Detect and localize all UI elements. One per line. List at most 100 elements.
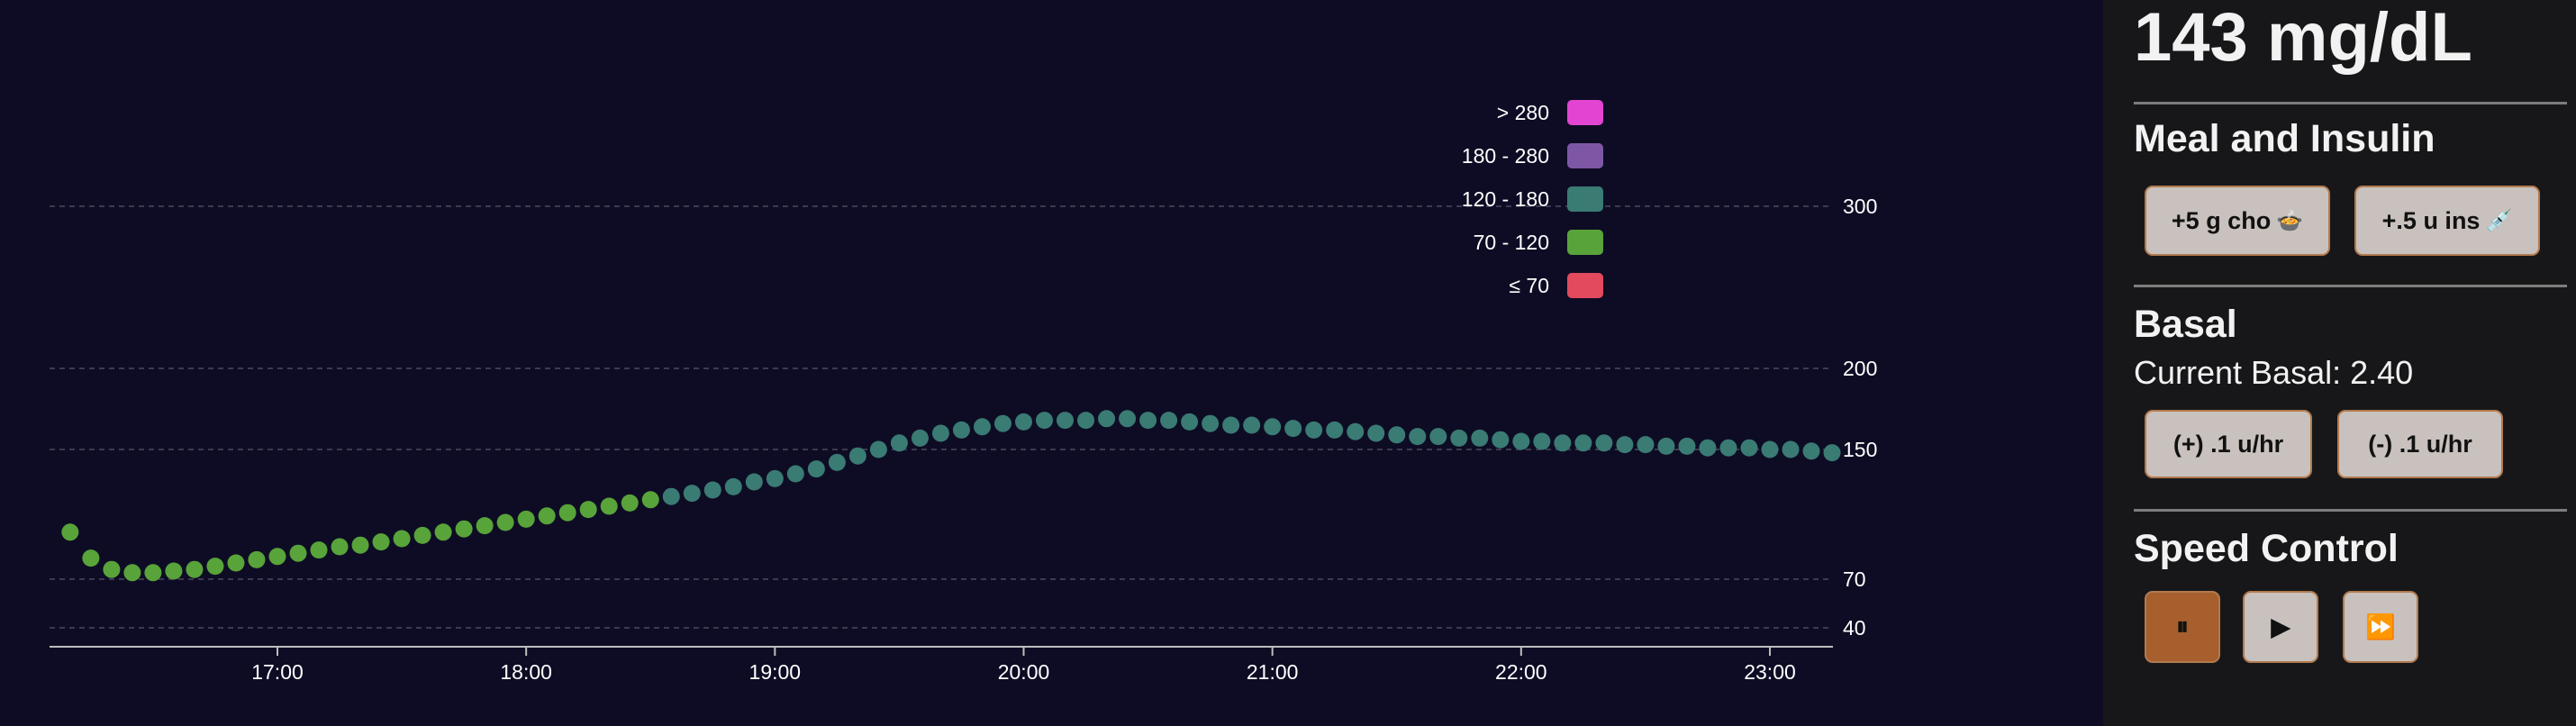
data-point bbox=[372, 533, 390, 551]
x-tick-label: 22:00 bbox=[1495, 660, 1547, 684]
control-panel: 143 mg/dL Meal and Insulin +5 g cho 🍲 +.… bbox=[2103, 0, 2576, 726]
data-point bbox=[1119, 410, 1137, 428]
data-point bbox=[1450, 429, 1468, 447]
add-insulin-button[interactable]: +.5 u ins 💉 bbox=[2354, 186, 2540, 256]
data-point bbox=[1015, 413, 1032, 431]
data-point bbox=[1678, 437, 1696, 455]
data-point bbox=[103, 560, 121, 578]
data-point bbox=[993, 414, 1011, 432]
data-point bbox=[1657, 437, 1675, 455]
data-point bbox=[1347, 422, 1365, 440]
data-point bbox=[1471, 429, 1489, 447]
legend-label: ≤ 70 bbox=[1509, 273, 1549, 297]
chart-svg: 40 70 150 200 300 17:00 18:00 19:00 20:00 21:00 22… bbox=[50, 195, 1877, 684]
glucose-reading: 143 mg/dL bbox=[2134, 0, 2472, 76]
data-point bbox=[1782, 440, 1800, 458]
data-point bbox=[1616, 436, 1634, 454]
syringe-icon: 💉 bbox=[2485, 208, 2513, 233]
data-point bbox=[144, 564, 162, 582]
data-point bbox=[662, 487, 680, 505]
data-point bbox=[1761, 440, 1779, 458]
data-point bbox=[973, 418, 991, 436]
play-button[interactable]: ▶ bbox=[2243, 591, 2318, 663]
data-point bbox=[1160, 412, 1178, 430]
data-point bbox=[1305, 421, 1323, 439]
data-point bbox=[1409, 428, 1427, 446]
data-point bbox=[1181, 413, 1199, 431]
legend-swatch bbox=[1567, 100, 1603, 125]
data-point bbox=[393, 530, 411, 548]
y-tick-label: 70 bbox=[1843, 567, 1866, 591]
data-point bbox=[1533, 432, 1551, 450]
data-point bbox=[848, 447, 866, 465]
add-insulin-label: +.5 u ins bbox=[2381, 206, 2481, 234]
y-tick-label: 200 bbox=[1843, 357, 1877, 380]
decrease-basal-button[interactable]: (-) .1 u/hr bbox=[2337, 410, 2503, 478]
x-tick-label: 19:00 bbox=[749, 660, 802, 684]
data-point bbox=[1429, 428, 1447, 446]
play-icon: ▶ bbox=[2271, 613, 2290, 640]
legend-item: 180 - 280 bbox=[1333, 142, 1603, 169]
add-carbs-label: +5 g cho bbox=[2171, 206, 2272, 234]
legend-label: 70 - 120 bbox=[1473, 230, 1549, 254]
data-point bbox=[1492, 431, 1510, 449]
legend-item: 70 - 120 bbox=[1333, 229, 1603, 256]
basal-title: Basal bbox=[2134, 303, 2237, 346]
data-point bbox=[1264, 418, 1282, 436]
y-tick-label: 40 bbox=[1843, 616, 1866, 640]
data-point bbox=[1554, 434, 1572, 452]
data-point bbox=[310, 541, 328, 559]
data-point bbox=[683, 485, 701, 503]
glucose-chart: 40 70 150 200 300 17:00 18:00 19:00 20:00 21:00 22… bbox=[50, 99, 1878, 684]
legend-swatch bbox=[1567, 273, 1603, 298]
data-point bbox=[558, 504, 576, 522]
data-point bbox=[869, 440, 887, 458]
data-point bbox=[61, 523, 79, 541]
legend-swatch bbox=[1567, 143, 1603, 168]
data-point bbox=[931, 424, 949, 442]
data-point bbox=[1719, 439, 1737, 457]
legend-label: > 280 bbox=[1496, 100, 1549, 124]
data-point bbox=[455, 520, 473, 538]
data-point bbox=[911, 429, 929, 447]
data-point bbox=[1222, 416, 1240, 434]
x-tick-label: 21:00 bbox=[1247, 660, 1299, 684]
data-point bbox=[828, 453, 846, 471]
fast-forward-icon: ⏩ bbox=[2365, 613, 2396, 640]
data-point bbox=[227, 554, 245, 572]
data-point bbox=[268, 548, 286, 566]
data-point bbox=[248, 550, 266, 568]
divider bbox=[2134, 102, 2567, 104]
fast-forward-button[interactable]: ⏩ bbox=[2343, 591, 2418, 663]
data-point bbox=[1637, 436, 1655, 454]
data-point bbox=[641, 491, 659, 509]
data-point bbox=[538, 507, 556, 525]
data-point bbox=[952, 421, 970, 439]
add-carbs-button[interactable]: +5 g cho 🍲 bbox=[2145, 186, 2330, 256]
data-point bbox=[331, 538, 349, 556]
data-point bbox=[1036, 412, 1054, 430]
data-point bbox=[434, 523, 452, 541]
legend-item: > 280 bbox=[1333, 99, 1603, 126]
food-bowl-icon: 🍲 bbox=[2276, 208, 2304, 233]
chart-legend: > 280 180 - 280 120 - 180 70 - 120 ≤ 70 bbox=[1333, 99, 1603, 315]
legend-label: 180 - 280 bbox=[1461, 143, 1549, 168]
data-point bbox=[579, 501, 597, 519]
y-tick-label: 150 bbox=[1843, 438, 1877, 461]
pause-button[interactable]: ⏸ bbox=[2145, 591, 2220, 663]
data-point bbox=[890, 434, 908, 452]
increase-basal-button[interactable]: (+) .1 u/hr bbox=[2145, 410, 2312, 478]
data-point bbox=[1823, 444, 1841, 462]
data-point bbox=[766, 469, 784, 487]
data-point bbox=[1574, 434, 1592, 452]
data-point bbox=[206, 558, 224, 576]
data-point bbox=[1326, 421, 1344, 439]
x-tick-label: 20:00 bbox=[998, 660, 1050, 684]
data-point bbox=[724, 477, 742, 495]
data-point bbox=[1699, 439, 1717, 457]
data-point bbox=[1284, 420, 1302, 438]
data-point bbox=[1057, 412, 1075, 430]
data-point bbox=[1595, 434, 1613, 452]
data-point bbox=[1202, 414, 1220, 432]
legend-item: 120 - 180 bbox=[1333, 186, 1603, 213]
